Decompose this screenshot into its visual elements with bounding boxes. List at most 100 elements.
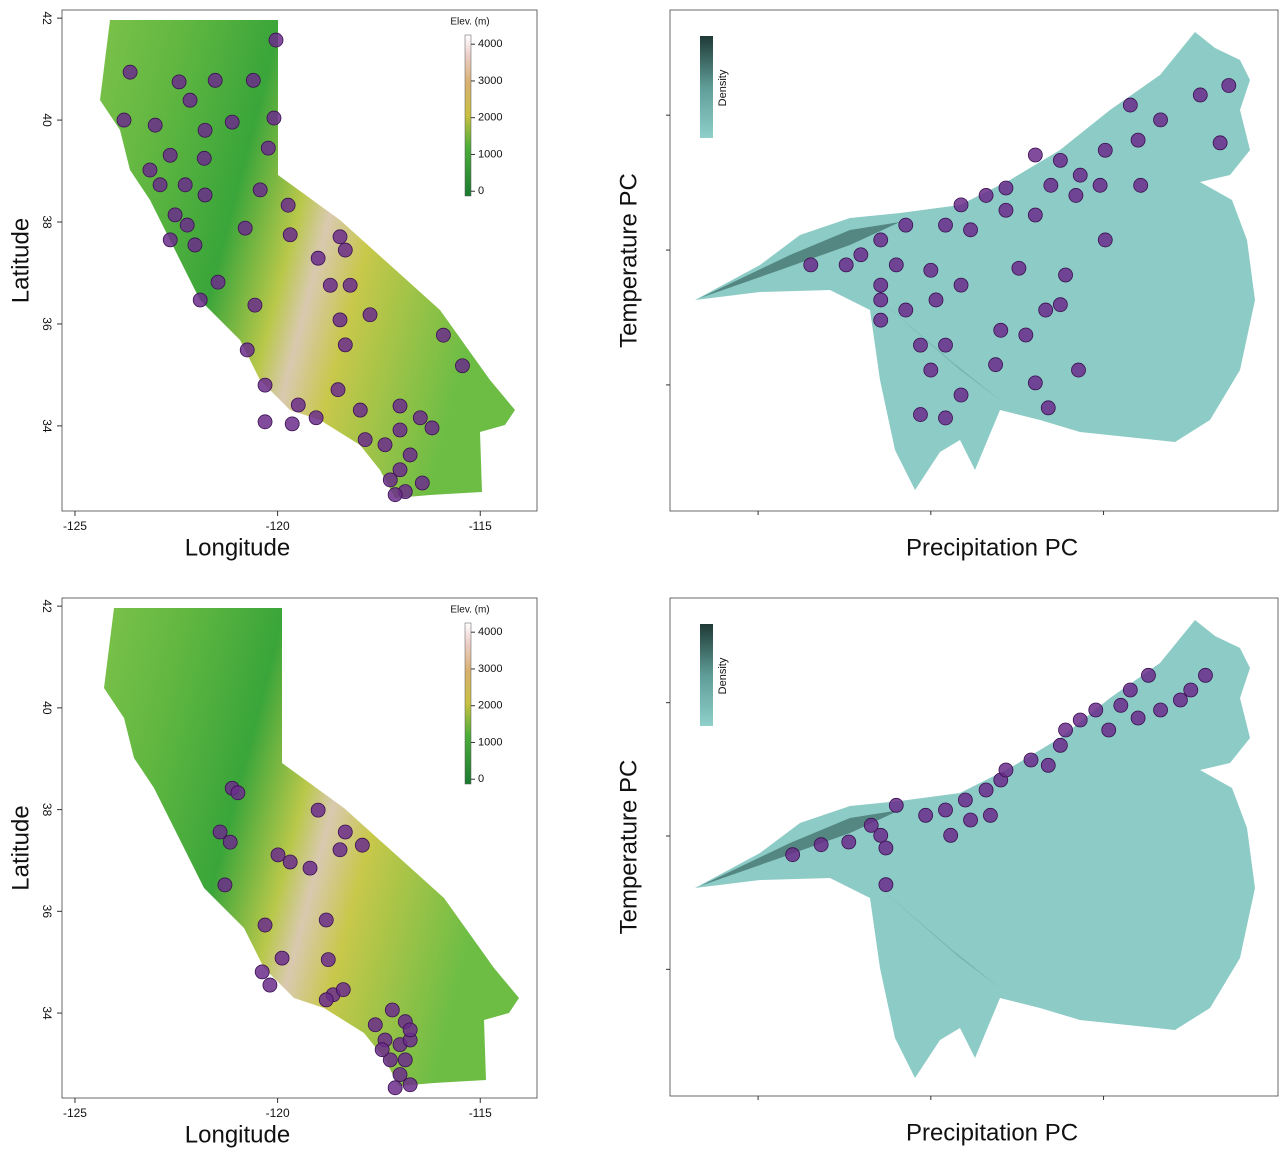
point xyxy=(1053,738,1067,752)
point xyxy=(1123,98,1137,112)
point xyxy=(1184,683,1198,697)
colorbar-tick-label: 0 xyxy=(478,185,484,197)
point xyxy=(331,383,345,397)
point xyxy=(1072,363,1086,377)
point xyxy=(143,163,157,177)
point xyxy=(225,115,239,129)
point xyxy=(1028,148,1042,162)
point xyxy=(180,218,194,232)
point xyxy=(874,313,888,327)
point xyxy=(913,338,927,352)
point xyxy=(258,378,272,392)
y-axis-label: Latitude xyxy=(7,218,34,303)
y-axis-label: Latitude xyxy=(7,805,34,890)
point xyxy=(979,188,993,202)
point xyxy=(403,448,417,462)
y-axis-label: Temperature PC xyxy=(615,173,642,348)
y-tick-label: 42 xyxy=(40,11,54,25)
point xyxy=(924,363,938,377)
point xyxy=(1154,703,1168,717)
point xyxy=(1134,178,1148,192)
x-axis-label: Precipitation PC xyxy=(906,534,1078,561)
point xyxy=(285,417,299,431)
point xyxy=(148,118,162,132)
point xyxy=(258,918,272,932)
y-tick-label: 40 xyxy=(40,113,54,127)
point xyxy=(368,1018,382,1032)
point xyxy=(248,298,262,312)
point xyxy=(338,338,352,352)
point xyxy=(939,338,953,352)
point xyxy=(1041,758,1055,772)
y-tick-label: 38 xyxy=(40,215,54,229)
point xyxy=(989,358,1003,372)
y-tick-label: 40 xyxy=(40,701,54,715)
point xyxy=(163,233,177,247)
point xyxy=(303,861,317,875)
point xyxy=(786,848,800,862)
point xyxy=(240,343,254,357)
point xyxy=(398,1053,412,1067)
y-tick-label: 36 xyxy=(40,905,54,919)
x-tick-label: -120 xyxy=(266,1106,290,1120)
colorbar xyxy=(465,35,471,196)
x-axis-label: Longitude xyxy=(185,1121,290,1148)
y-tick-label: 34 xyxy=(40,419,54,433)
point xyxy=(338,243,352,257)
point xyxy=(999,763,1013,777)
point xyxy=(954,388,968,402)
point xyxy=(246,73,260,87)
point xyxy=(117,113,131,127)
point xyxy=(804,258,818,272)
point xyxy=(436,328,450,342)
colorbar-tick-label: 1000 xyxy=(478,148,502,160)
point xyxy=(889,258,903,272)
point xyxy=(964,223,978,237)
point xyxy=(1222,79,1236,93)
point xyxy=(1123,683,1137,697)
y-tick-label: 38 xyxy=(40,803,54,817)
point xyxy=(1141,668,1155,682)
point xyxy=(899,303,913,317)
point xyxy=(378,438,392,452)
point xyxy=(358,433,372,447)
x-tick-label: -120 xyxy=(266,519,290,533)
point xyxy=(172,75,186,89)
point xyxy=(1028,376,1042,390)
colorbar xyxy=(700,624,713,726)
point xyxy=(1173,693,1187,707)
point xyxy=(223,835,237,849)
point xyxy=(944,828,958,842)
point xyxy=(253,183,267,197)
colorbar-tick-label: 3000 xyxy=(478,75,502,87)
point xyxy=(393,399,407,413)
point xyxy=(1041,401,1055,415)
point xyxy=(413,411,427,425)
point xyxy=(1012,261,1026,275)
point xyxy=(874,293,888,307)
point xyxy=(1193,88,1207,102)
colorbar-tick-label: 4000 xyxy=(478,38,502,50)
point xyxy=(283,228,297,242)
point xyxy=(183,93,197,107)
point xyxy=(924,263,938,277)
point xyxy=(1028,208,1042,222)
y-tick-label: 34 xyxy=(40,1006,54,1020)
point xyxy=(388,1081,402,1095)
point xyxy=(333,230,347,244)
point xyxy=(1098,233,1112,247)
point xyxy=(311,803,325,817)
point xyxy=(889,798,903,812)
point xyxy=(1019,328,1033,342)
point xyxy=(363,308,377,322)
point xyxy=(455,359,469,373)
point xyxy=(383,473,397,487)
point xyxy=(874,278,888,292)
x-tick-label: -115 xyxy=(469,519,492,533)
point xyxy=(311,251,325,265)
point xyxy=(939,803,953,817)
y-tick-label: 36 xyxy=(40,317,54,331)
colorbar-title: Elev. (m) xyxy=(450,17,489,28)
point xyxy=(403,1023,417,1037)
colorbar-title: Density xyxy=(717,657,729,694)
